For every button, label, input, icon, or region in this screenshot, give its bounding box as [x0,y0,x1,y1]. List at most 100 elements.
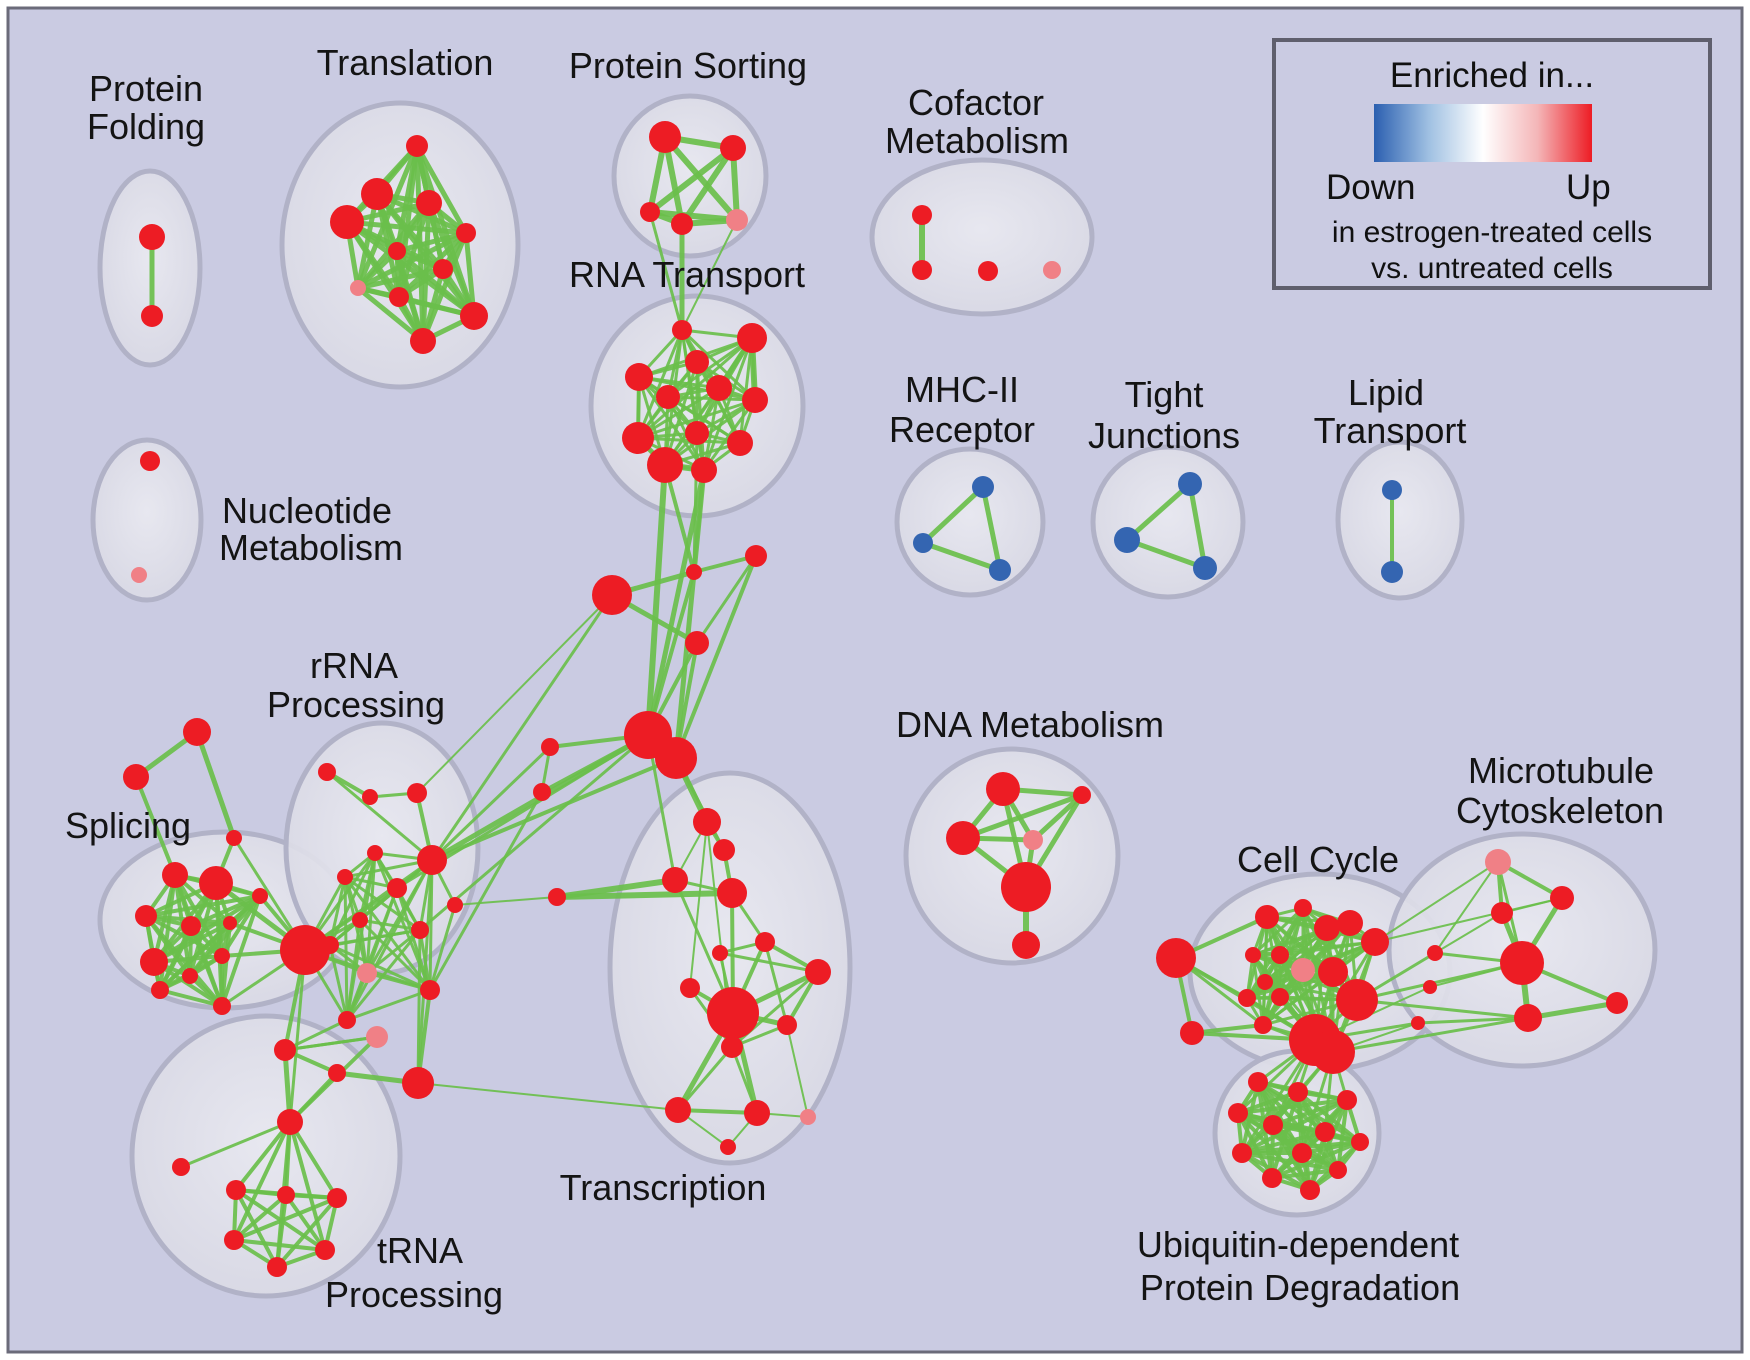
gene-set-node [162,862,188,888]
edge [344,219,469,236]
edge [718,951,820,974]
edge [232,1193,288,1242]
gene-set-node [387,878,407,898]
gene-set-node [744,1100,770,1126]
gene-set-node [456,223,476,243]
gene-set-node [640,202,660,222]
gene-set-node [1248,1072,1268,1092]
gene-set-node [1382,480,1402,500]
edge [1278,940,1377,957]
gene-set-node [131,567,147,583]
gene-set-node [327,1188,347,1208]
gene-set-node [665,1097,691,1123]
gene-set-node [720,1139,736,1155]
edge [1030,792,1085,843]
gene-set-node [1381,561,1403,583]
gene-set-node [1245,947,1261,963]
gene-set-node [1180,1021,1204,1045]
edge [454,896,558,906]
edge [647,145,736,215]
legend-down-label: Down [1326,168,1416,207]
edge [232,1120,292,1242]
edge [689,821,708,989]
gene-set-node [1300,1180,1320,1200]
edge [648,210,684,332]
edge [355,266,446,291]
edge [152,894,262,964]
edge [679,145,736,227]
edge [1355,998,1530,1020]
gene-set-node [805,959,831,985]
edge [645,462,668,738]
legend-caption-line1: in estrogen-treated cells [1331,216,1653,249]
gene-set-node [680,978,700,998]
gene-set-node [366,1026,388,1048]
gene-set-node [172,1158,190,1176]
gene-set-node [1001,862,1051,912]
gene-set-node [214,948,230,964]
edge [663,463,696,574]
edge [692,431,699,574]
gene-set-node [1351,1133,1369,1151]
gene-set-node [745,545,767,567]
gene-set-node [357,963,377,983]
gene-set-node [328,1064,346,1082]
legend-up-label: Up [1566,168,1611,207]
gene-set-node [223,916,237,930]
edge [960,792,1085,841]
edge [345,928,422,1022]
gene-set-node [655,737,697,779]
cluster-ellipse-protein-sorting [611,93,769,259]
gene-set-node [685,350,709,374]
gene-set-node [1232,1143,1252,1163]
gene-set-node [420,980,440,1000]
gene-set-node [318,763,336,781]
cluster-label-mhc-ii-receptor: Receptor [889,409,1035,450]
gene-set-node [978,261,998,281]
gene-set-node [361,178,393,210]
edge [637,375,757,402]
edge [328,858,434,947]
gene-set-node [656,385,680,409]
gene-set-node [1257,974,1273,990]
edge [1331,1016,1530,1054]
edge [394,248,426,344]
gene-set-node [721,1036,743,1058]
edge [1374,861,1499,943]
edge [1187,481,1208,571]
gene-set-node [1491,902,1513,924]
gene-set-node [986,772,1020,806]
gene-set-node [1255,905,1279,929]
gene-set-node [1271,946,1289,964]
gene-set-node [330,205,364,239]
edge [414,143,469,236]
edge [676,1045,734,1112]
gene-set-node [649,121,681,153]
gene-set-node [1043,261,1061,279]
gene-set-node [1329,1161,1347,1179]
gene-set-node [742,387,768,413]
edge [343,875,349,1022]
gene-set-node [139,224,165,250]
gene-set-node [720,135,746,161]
legend: Enriched in... Down Up in estrogen-treat… [1272,38,1712,290]
edge [394,248,477,319]
edge [1271,1123,1312,1192]
edge [345,988,432,1022]
gene-set-node [1228,1103,1248,1123]
edge [1434,912,1503,954]
gene-set-node [321,936,339,954]
cluster-label-lipid-transport: Lipid [1348,372,1424,413]
gene-set-node [315,1240,335,1260]
edge [275,1196,339,1269]
edge [328,928,422,947]
edge [430,593,614,862]
gene-set-node [411,921,429,939]
edge [428,903,457,992]
gene-set-node [946,821,980,855]
gene-set-node [1292,1143,1312,1163]
gene-set-node [1606,992,1628,1014]
cluster-label-tight-junctions: Tight [1125,374,1204,415]
legend-title: Enriched in... [1389,56,1595,95]
